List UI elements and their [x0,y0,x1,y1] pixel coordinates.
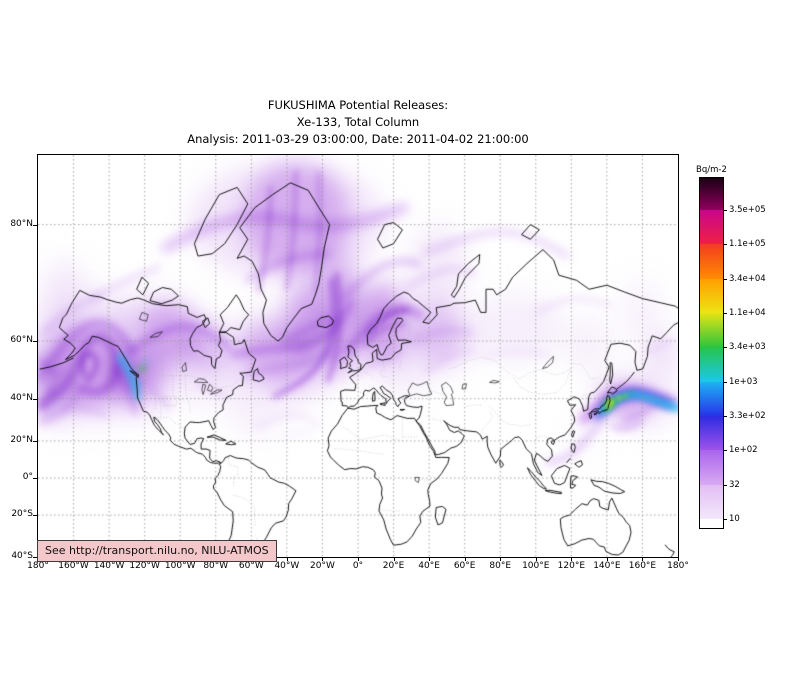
colorbar-tick-mark [723,279,727,280]
map-canvas [38,155,678,557]
x-axis-tick-label: 40°E [418,561,440,571]
x-axis-tick-label: 140°E [593,561,621,571]
colorbar-bar [699,177,724,529]
y-axis-tick-mark [33,398,38,400]
x-axis-tick-mark [393,557,395,561]
x-axis-tick-mark [358,557,359,561]
y-axis-tick-label: 20°S [11,509,33,520]
x-axis-tick-label: 140°W [93,561,125,571]
colorbar-segment [700,519,723,528]
colorbar-tick-mark [723,519,727,520]
title-line-2: Xe-133, Total Column [296,115,420,129]
x-axis-tick-label: 40°W [274,561,300,571]
x-axis-tick-mark [571,557,573,561]
y-axis-tick-mark [33,557,38,558]
colorbar-tick-mark [723,210,727,211]
colorbar-segment [700,347,723,382]
y-axis-tick-mark [33,515,38,517]
colorbar-tick-mark [723,416,727,417]
y-axis-tick-label: 40°S [11,551,33,561]
colorbar-segment [700,416,723,450]
x-axis-tick-mark [606,557,608,561]
x-axis-tick-label: 80°W [203,561,229,571]
colorbar-segment [700,178,723,210]
colorbar-tick-label: 1e+02 [729,445,758,455]
x-axis-tick-label: 60°E [453,561,476,571]
x-axis-tick-mark [286,557,288,561]
y-axis-tick-label: 80°N [10,218,33,229]
colorbar-tick-mark [723,244,727,245]
colorbar-segment [700,485,723,519]
x-axis-tick-label: 120°E [557,561,586,571]
colorbar-segment [700,450,723,485]
colorbar-tick-label: 1.1e+04 [729,308,766,318]
y-axis-tick-label: 60°N [10,335,33,346]
x-axis-tick-label: 180° [27,561,49,571]
x-axis-tick-label: 20°E [382,561,405,571]
colorbar-tick-label: 10 [729,514,740,524]
colorbar-unit-label: Bq/m-2 [696,165,727,175]
x-axis-tick-mark [464,557,466,561]
x-axis-tick-mark [535,557,537,561]
colorbar-segment [700,210,723,244]
colorbar-tick-label: 1e+03 [729,377,758,387]
x-axis-tick-mark [642,557,644,561]
colorbar-tick-label: 3.4e+03 [729,342,766,352]
x-axis-tick-label: 60°W [238,561,264,571]
colorbar-segment [700,244,723,279]
colorbar-segment [700,313,723,347]
x-axis-tick-label: 20°W [310,561,335,571]
x-axis-tick-label: 100°W [164,561,196,571]
y-axis-tick-mark [33,478,38,479]
x-axis-tick-mark [500,557,502,561]
title-line-3: Analysis: 2011-03-29 03:00:00, Date: 201… [187,132,529,146]
colorbar-segment [700,382,723,416]
y-axis-tick-mark [33,341,38,343]
colorbar-tick-label: 3.4e+04 [729,274,766,284]
nilu-atmos-annotation: See http://transport.nilu.no, NILU-ATMOS [37,540,277,562]
y-axis-tick-label: 40°N [10,392,33,403]
colorbar-tick-mark [723,347,727,348]
map-frame: See http://transport.nilu.no, NILU-ATMOS [37,154,679,562]
x-axis-tick-label: 160°W [58,561,89,571]
title-line-1: FUKUSHIMA Potential Releases: [267,98,449,112]
y-axis-tick-label: 20°N [10,434,33,445]
x-axis-tick-mark [429,557,431,561]
colorbar-segment [700,279,723,313]
plot-title: FUKUSHIMA Potential Releases: Xe-133, To… [38,97,678,148]
x-axis-tick-mark [322,557,324,561]
y-axis-tick-mark [33,224,38,226]
x-axis-tick-label: 180° [667,561,689,571]
colorbar-tick-label: 1.1e+05 [729,239,766,249]
x-axis-tick-label: 80°E [489,561,512,571]
x-axis-tick-label: 0° [352,561,364,571]
colorbar-tick-label: 3.5e+05 [729,205,766,215]
x-axis-tick-label: 160°E [628,561,657,571]
x-axis-tick-label: 120°W [129,561,160,571]
x-axis-tick-mark [678,557,679,561]
y-axis-tick-label: 0° [22,472,33,482]
x-axis-tick-label: 100°E [522,561,550,571]
colorbar-tick-mark [723,485,727,486]
colorbar-tick-label: 32 [729,480,740,490]
y-axis-tick-mark [33,440,38,442]
colorbar-tick-mark [723,382,727,383]
colorbar-tick-mark [723,313,727,314]
colorbar-tick-mark [723,450,727,451]
colorbar-tick-label: 3.3e+02 [729,411,766,421]
